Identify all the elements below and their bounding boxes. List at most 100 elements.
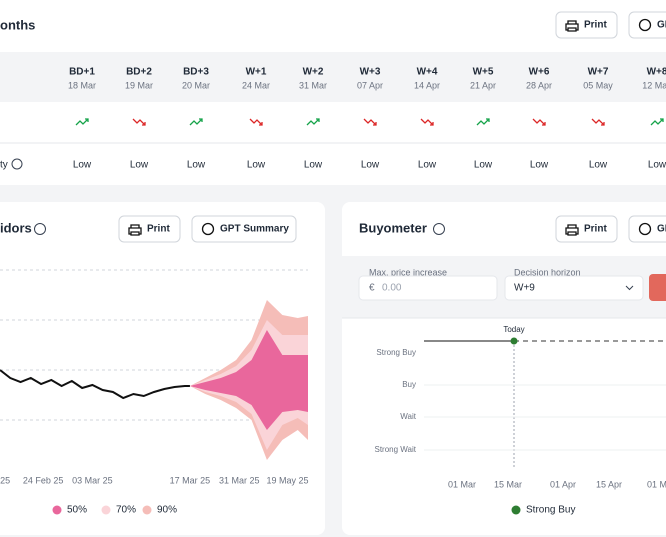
column-date: 19 Mar	[125, 80, 153, 90]
cell: Low	[73, 160, 92, 171]
today-dot	[510, 337, 518, 345]
row-label: ty	[0, 160, 8, 171]
legend-swatch	[52, 505, 62, 515]
today-label: Today	[503, 325, 524, 334]
gpt-icon	[638, 222, 652, 236]
button-label: Print	[584, 224, 607, 235]
submit-button[interactable]	[649, 274, 666, 301]
column-label: W+8	[647, 67, 666, 78]
trend-icon	[532, 118, 546, 126]
x-tick-label: 17 Mar 25	[170, 475, 211, 485]
trend-icon	[591, 118, 605, 126]
legend-swatch	[511, 505, 521, 515]
column-label: W+3	[360, 67, 381, 78]
legend-label: Strong Buy	[526, 505, 575, 516]
chevron	[625, 285, 634, 291]
trend-icon	[476, 118, 490, 126]
cell: Low	[530, 160, 549, 171]
info-icon	[11, 158, 23, 170]
cell: Low	[418, 160, 437, 171]
trend-icon	[249, 118, 263, 126]
button-label: Print	[584, 20, 607, 31]
cell: Low	[130, 160, 149, 171]
info-icon	[34, 223, 46, 235]
cell: Low	[589, 160, 608, 171]
trend-icon	[363, 118, 377, 126]
column-label: W+6	[529, 67, 550, 78]
level-label: Strong Buy	[376, 348, 416, 357]
x-tick-label: 15 Mar	[494, 479, 522, 489]
level-label: Strong Wait	[375, 445, 417, 454]
buyometer-title: Buyometer	[359, 220, 427, 235]
print-icon	[565, 224, 579, 236]
info-icon	[433, 223, 445, 235]
cell: Low	[361, 160, 380, 171]
print-icon	[565, 20, 579, 32]
column-date: 05 May	[583, 80, 613, 90]
button[interactable]	[628, 215, 666, 243]
line	[0, 369, 190, 400]
placeholder: 0.00	[382, 283, 402, 294]
cell: Low	[474, 160, 493, 171]
cell: Low	[247, 160, 266, 171]
column-label: BD+1	[69, 67, 95, 78]
trend-icon	[420, 118, 434, 126]
field-label: Decision horizon	[514, 267, 581, 277]
column-date: 24 Mar	[242, 80, 270, 90]
button-label: Print	[147, 224, 170, 235]
cell: Low	[648, 160, 666, 171]
column-label: W+4	[417, 67, 438, 78]
legend-label: 50%	[67, 505, 87, 516]
band	[189, 330, 308, 430]
column-date: 12 May	[642, 80, 666, 90]
button-label: GP	[657, 224, 666, 235]
gpt-icon	[638, 18, 652, 32]
x-tick-label: 24 Feb 25	[23, 475, 64, 485]
column-date: 14 Apr	[414, 80, 440, 90]
currency: €	[369, 283, 375, 294]
x-tick-label: 15 Apr	[596, 479, 622, 489]
column-label: W+2	[303, 67, 324, 78]
column-label: W+7	[588, 67, 609, 78]
corridor-card	[0, 202, 325, 535]
legend-label: 90%	[157, 505, 177, 516]
field-label: Max. price increase	[369, 267, 447, 277]
trend-icon	[650, 118, 664, 126]
column-label: W+1	[246, 67, 267, 78]
legend-swatch	[101, 505, 111, 515]
cell: Low	[187, 160, 206, 171]
horizon-select[interactable]	[504, 275, 644, 301]
level-label: Wait	[400, 412, 416, 421]
x-tick-label: 01 Apr	[550, 479, 576, 489]
price-input[interactable]	[358, 275, 498, 301]
corridor-title: idors	[0, 220, 32, 235]
trend-icon	[306, 118, 320, 126]
x-tick-label: 03 Mar 25	[72, 475, 113, 485]
cell: Low	[304, 160, 323, 171]
gpt-icon	[201, 222, 215, 236]
trend-icon	[75, 118, 89, 126]
column-date: 20 Mar	[182, 80, 210, 90]
x-tick-label: 01 M	[647, 479, 666, 489]
button-label: GPT Summary	[220, 224, 289, 235]
level-label: Buy	[402, 380, 416, 389]
button[interactable]	[628, 11, 666, 39]
column-label: BD+3	[183, 67, 209, 78]
column-date: 31 Mar	[299, 80, 327, 90]
button-label: GP	[657, 20, 666, 31]
column-date: 21 Apr	[470, 80, 496, 90]
legend-label: 70%	[116, 505, 136, 516]
trend-icon	[189, 118, 203, 126]
column-date: 28 Apr	[526, 80, 552, 90]
column-date: 07 Apr	[357, 80, 383, 90]
button[interactable]	[191, 215, 297, 243]
trend-icon	[132, 118, 146, 126]
legend-swatch	[142, 505, 152, 515]
x-tick-label: 31 Mar 25	[219, 475, 260, 485]
section-title: onths	[0, 17, 35, 32]
table-header	[0, 52, 666, 102]
print-icon	[128, 224, 142, 236]
x-tick-label: 01 Mar	[448, 479, 476, 489]
column-label: BD+2	[126, 67, 152, 78]
